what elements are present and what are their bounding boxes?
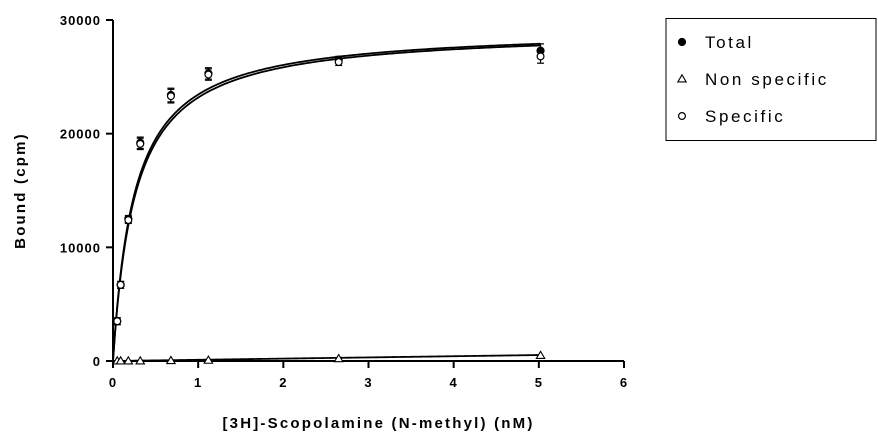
x-tick-label: 4	[450, 375, 458, 390]
legend-marker-specific	[677, 111, 686, 120]
x-axis-ticks: 0 1 2 3 4 5 6	[109, 361, 628, 390]
point-specific	[124, 216, 133, 225]
fit-curve-non-specific	[112, 354, 541, 362]
axes	[112, 20, 624, 362]
point-specific	[136, 139, 145, 148]
y-axis-ticks: 0 10000 20000 30000	[60, 13, 113, 369]
point-specific	[204, 70, 213, 79]
point-specific	[536, 52, 545, 61]
x-tick-label: 5	[535, 375, 543, 390]
y-tick-label: 10000	[60, 240, 101, 255]
legend-marker-non-specific	[676, 73, 688, 83]
point-specific	[113, 317, 122, 326]
x-tick-label: 0	[109, 375, 117, 390]
point-non-specific	[123, 355, 134, 365]
point-non-specific	[135, 355, 146, 365]
point-non-specific	[535, 350, 546, 360]
fit-curve-total	[112, 42, 541, 362]
fit-curve-specific	[112, 44, 541, 362]
legend-label-specific: Specific	[705, 107, 785, 126]
y-tick-label: 20000	[60, 127, 101, 142]
error-bars	[113, 43, 545, 326]
x-axis-title: [3H]-Scopolamine (N-methyl) (nM)	[222, 415, 534, 432]
data-markers	[112, 46, 546, 365]
point-non-specific	[333, 353, 344, 363]
x-tick-label: 2	[279, 375, 287, 390]
point-non-specific	[203, 355, 214, 364]
legend-label-non-specific: Non specific	[705, 70, 829, 89]
x-tick-label: 3	[364, 375, 372, 390]
legend-label-total: Total	[705, 33, 754, 52]
point-specific	[116, 280, 125, 289]
point-specific	[334, 58, 343, 67]
point-non-specific	[115, 355, 126, 365]
point-non-specific	[165, 355, 177, 365]
x-tick-label: 6	[620, 375, 628, 390]
y-tick-label: 0	[93, 354, 101, 369]
fit-curves	[112, 42, 541, 362]
point-specific	[166, 92, 175, 101]
x-tick-label: 1	[194, 375, 202, 390]
y-tick-label: 30000	[60, 13, 101, 28]
y-axis-title: Bound (cpm)	[12, 132, 29, 249]
legend-box	[665, 18, 877, 141]
legend-marker-total	[677, 37, 687, 47]
legend: Total Non specific Specific	[665, 18, 877, 141]
